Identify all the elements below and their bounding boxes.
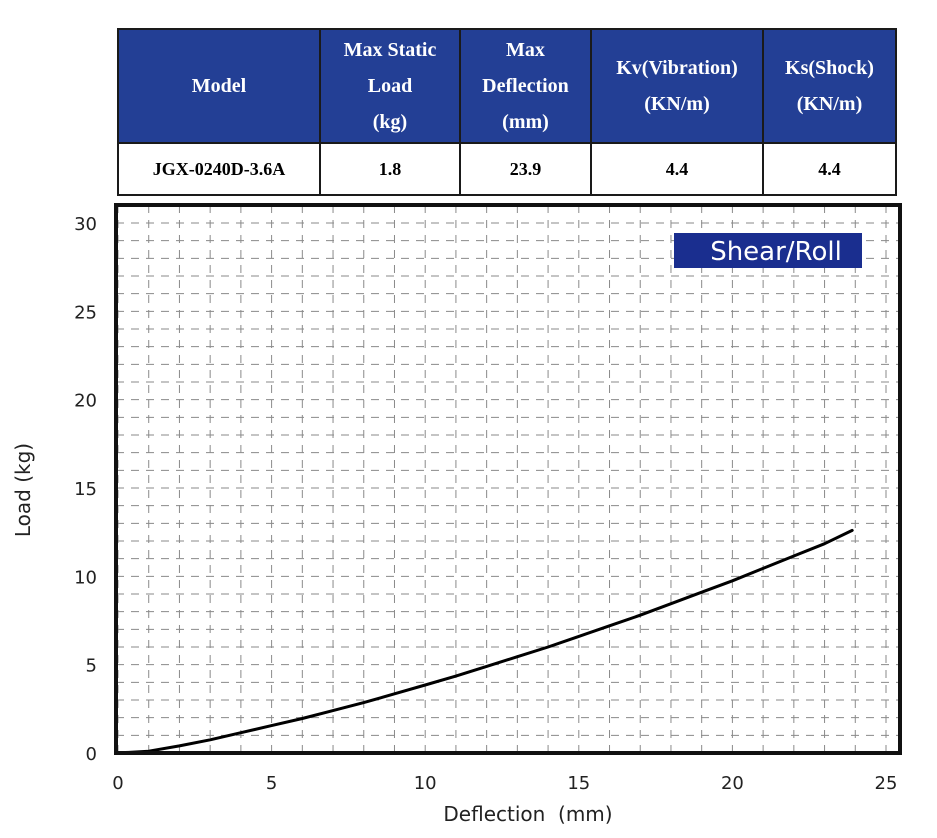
load-deflection-line [116, 528, 854, 755]
y-tick-label: 30 [74, 214, 97, 235]
chart-title-box: Shear/Roll [674, 233, 862, 268]
y-tick-label: 20 [74, 391, 97, 412]
y-tick-label: 0 [86, 744, 97, 765]
x-axis-title: Deflection (mm) [443, 802, 612, 826]
header-line: (kg) [372, 111, 408, 133]
y-tick-label: 10 [74, 567, 97, 588]
header-ks: Ks(Shock) (KN/m) [762, 28, 897, 144]
header-line: Ks(Shock) [785, 57, 874, 79]
plot-background [116, 205, 900, 753]
header-line: Max [506, 39, 545, 61]
header-kv: Kv(Vibration) (KN/m) [590, 28, 764, 144]
spec-header-row: Model Max Static Load (kg) Max Deflectio… [117, 28, 897, 144]
plot-frame [114, 203, 902, 755]
header-line: (KN/m) [644, 93, 710, 115]
series [116, 528, 854, 755]
header-line: (mm) [502, 111, 549, 133]
header-line: Max Static [343, 39, 437, 61]
header-model: Model [117, 28, 321, 144]
axes: 0 5 10 15 20 25 0 5 10 15 20 25 30 [74, 214, 897, 794]
cell-max-static-load: 1.8 [319, 142, 461, 196]
y-tick-label: 15 [74, 479, 97, 500]
y-axis-title: Load (kg) [11, 443, 35, 537]
x-tick-label: 10 [414, 773, 437, 794]
x-tick-label: 25 [875, 773, 898, 794]
header-line: Load [367, 75, 413, 97]
spec-table: Model Max Static Load (kg) Max Deflectio… [117, 28, 897, 196]
cell-max-deflection: 23.9 [459, 142, 592, 196]
header-line: (KN/m) [796, 93, 863, 115]
cell-kv: 4.4 [590, 142, 764, 196]
cell-model: JGX-0240D-3.6A [117, 142, 321, 196]
header-max-deflection: Max Deflection (mm) [459, 28, 592, 144]
x-tick-label: 0 [112, 773, 123, 794]
y-tick-label: 25 [74, 302, 97, 323]
load-deflection-chart: 0 5 10 15 20 25 0 5 10 15 20 25 30 Shear/Roll Deflec… [11, 203, 902, 826]
y-tick-label: 5 [86, 656, 97, 677]
x-tick-label: 5 [266, 773, 277, 794]
header-line: Model [191, 75, 247, 97]
chart-title-background [674, 233, 862, 268]
header-line: Deflection [482, 75, 569, 97]
cell-ks: 4.4 [762, 142, 897, 196]
header-line: Kv(Vibration) [616, 57, 738, 79]
chart-title: Shear/Roll [710, 237, 842, 267]
header-max-static-load: Max Static Load (kg) [319, 28, 461, 144]
x-tick-label: 15 [567, 773, 590, 794]
x-tick-label: 20 [721, 773, 744, 794]
spec-data-row: JGX-0240D-3.6A 1.8 23.9 4.4 4.4 [117, 142, 897, 196]
